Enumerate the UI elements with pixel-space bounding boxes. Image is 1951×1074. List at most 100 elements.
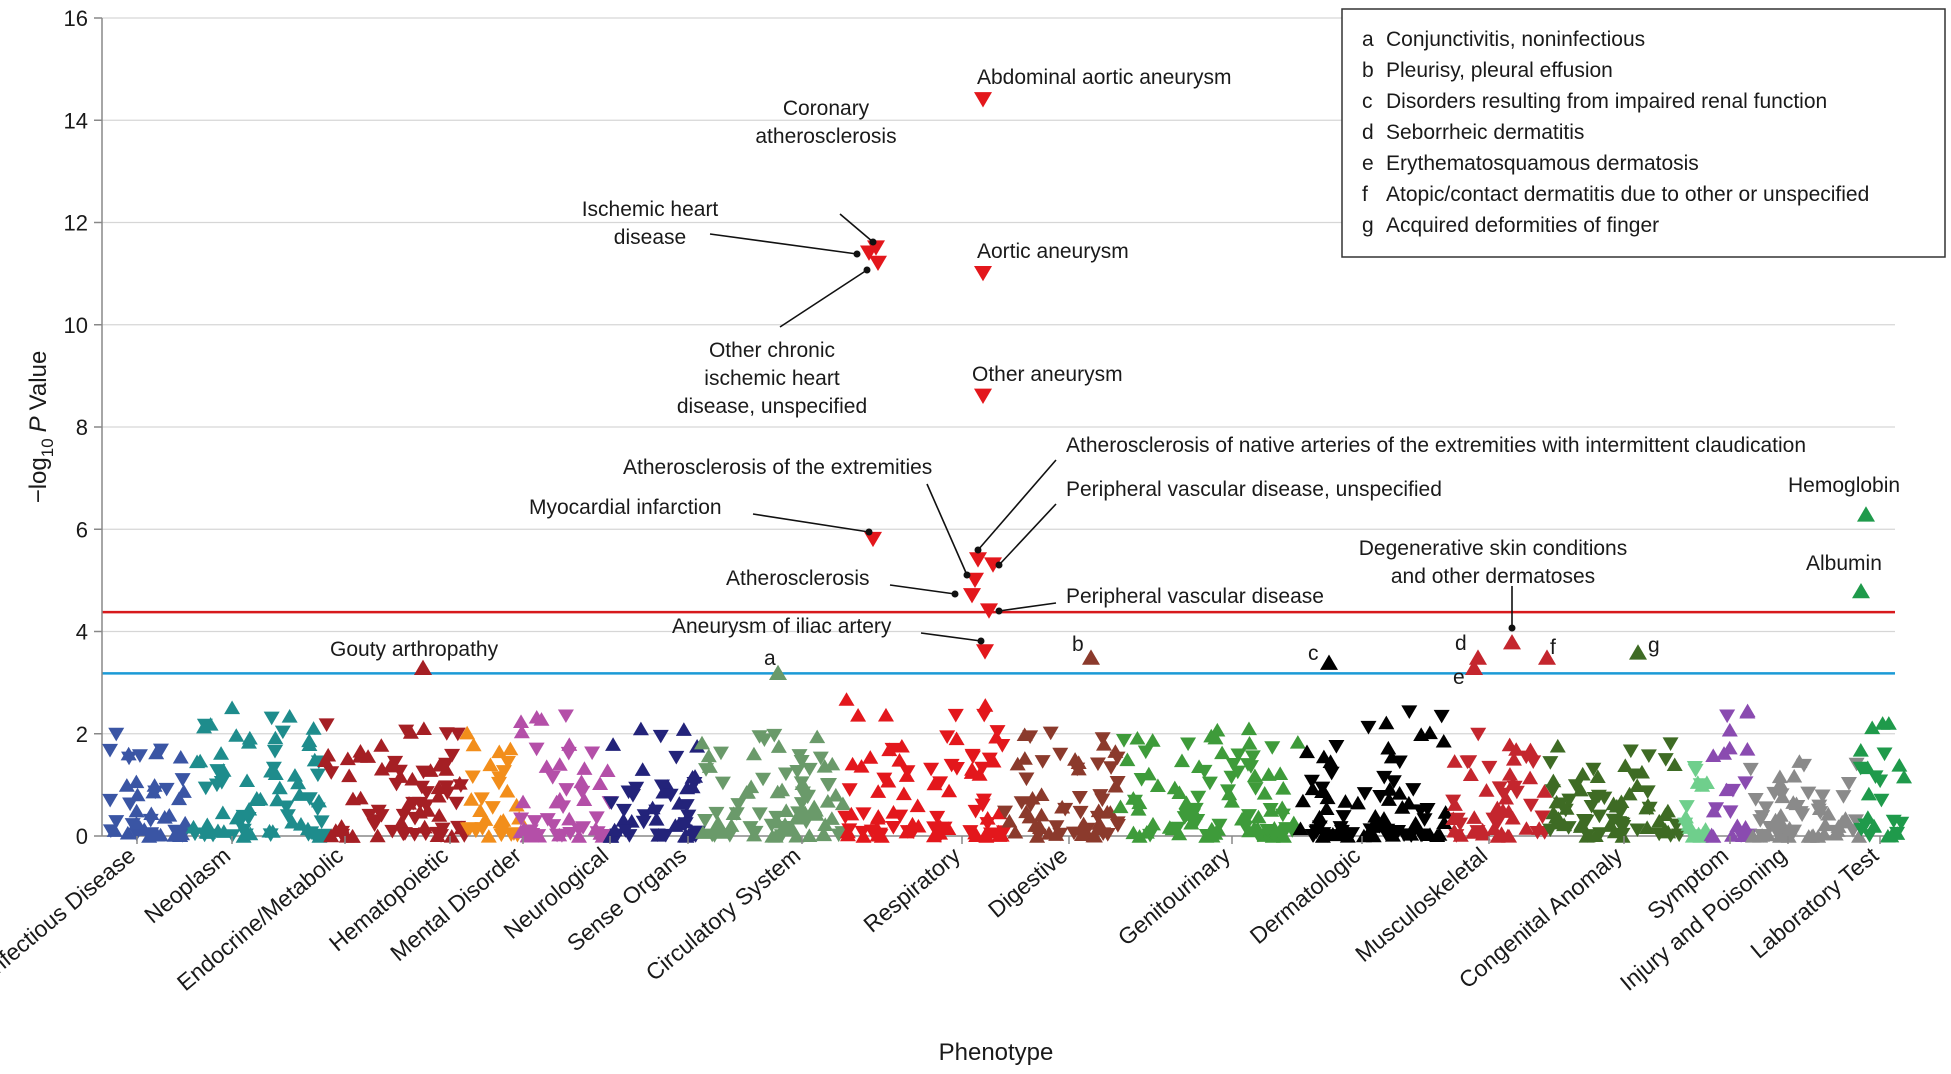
data-point xyxy=(1662,829,1679,843)
data-point xyxy=(267,730,284,745)
y-tick-label: 0 xyxy=(76,824,88,849)
data-point xyxy=(1272,822,1289,837)
data-point xyxy=(539,813,556,827)
data-point xyxy=(989,725,1006,739)
data-point xyxy=(1542,756,1559,770)
data-point xyxy=(128,816,145,830)
data-point xyxy=(936,821,953,836)
data-point xyxy=(652,729,669,744)
data-point xyxy=(617,824,634,838)
data-point xyxy=(1013,796,1030,810)
data-point xyxy=(1621,786,1638,801)
highlighted-point xyxy=(963,588,981,604)
data-point xyxy=(1364,819,1381,833)
data-point xyxy=(1638,800,1655,815)
data-point xyxy=(1360,720,1377,735)
data-point xyxy=(1705,829,1722,843)
data-point xyxy=(1478,783,1495,797)
data-point xyxy=(623,813,640,828)
data-point xyxy=(1311,809,1328,824)
data-point xyxy=(1384,827,1401,842)
data-point xyxy=(1522,742,1539,757)
data-point xyxy=(1639,820,1656,834)
data-point xyxy=(756,733,773,748)
data-point xyxy=(459,725,476,740)
data-point xyxy=(976,708,993,723)
data-point xyxy=(235,829,252,843)
data-point xyxy=(1572,782,1589,797)
leader-dot xyxy=(995,607,1003,615)
data-point xyxy=(1298,744,1315,759)
data-point xyxy=(1579,828,1596,843)
data-point xyxy=(301,737,318,751)
y-tick-label: 16 xyxy=(64,6,88,31)
data-point xyxy=(1542,823,1559,838)
data-point xyxy=(1800,786,1817,801)
annotation-line: b xyxy=(1072,633,1084,656)
data-point xyxy=(819,794,836,808)
leader-line xyxy=(977,459,1057,551)
data-point xyxy=(1247,782,1264,796)
data-point xyxy=(197,781,214,796)
legend-entry-text: Seborrheic dermatitis xyxy=(1386,121,1584,144)
leader-line xyxy=(839,213,874,243)
data-point xyxy=(1651,827,1668,842)
data-point xyxy=(981,752,998,767)
data-point xyxy=(1719,709,1736,724)
data-point xyxy=(1558,801,1575,815)
annotation-line: Coronary xyxy=(783,97,870,120)
data-point xyxy=(1029,829,1046,843)
data-point xyxy=(528,709,545,724)
data-point xyxy=(1857,818,1874,833)
data-point xyxy=(281,709,298,723)
data-point xyxy=(570,829,587,843)
data-point xyxy=(993,828,1010,842)
data-point xyxy=(1739,742,1756,756)
data-point xyxy=(574,785,591,800)
data-point xyxy=(1522,798,1539,813)
data-point xyxy=(1034,755,1051,769)
data-point xyxy=(794,776,811,791)
data-point xyxy=(1090,803,1107,818)
data-point xyxy=(1716,746,1733,760)
data-point xyxy=(1518,821,1535,835)
data-point xyxy=(738,785,755,799)
data-point xyxy=(551,757,568,771)
leader-dot xyxy=(865,528,873,536)
highlighted-point xyxy=(980,603,998,619)
data-point xyxy=(855,807,872,821)
data-point xyxy=(1319,790,1336,805)
data-point xyxy=(1622,744,1639,759)
data-point xyxy=(778,803,795,817)
data-point xyxy=(482,757,499,772)
data-point xyxy=(341,768,358,783)
data-point xyxy=(141,829,158,843)
data-point xyxy=(1103,761,1120,775)
data-point xyxy=(1548,794,1565,809)
data-point xyxy=(763,818,780,833)
legend-key: a xyxy=(1362,28,1374,51)
annotation-line: Peripheral vascular disease xyxy=(1066,585,1324,608)
data-point xyxy=(1401,705,1418,719)
data-point xyxy=(1474,826,1491,841)
data-point xyxy=(714,776,731,791)
legend-key: b xyxy=(1362,59,1374,82)
data-points xyxy=(102,692,1913,843)
data-point xyxy=(1237,820,1254,835)
data-point xyxy=(513,812,530,827)
data-point xyxy=(495,813,512,827)
highlighted-point xyxy=(974,388,992,404)
data-point xyxy=(267,766,284,780)
annotation-line: Abdominal aortic aneurysm xyxy=(977,66,1231,89)
annotation-line: e xyxy=(1453,666,1465,689)
data-point xyxy=(373,738,390,752)
data-point xyxy=(1847,814,1864,828)
data-point xyxy=(263,711,280,726)
leader-dot xyxy=(951,590,959,598)
data-point xyxy=(755,772,772,787)
data-point xyxy=(1785,795,1802,809)
annotation-label: Atherosclerosis of native arteries of th… xyxy=(1066,434,1806,457)
data-point xyxy=(1315,749,1332,764)
data-point xyxy=(1094,732,1111,746)
data-point xyxy=(634,762,651,776)
